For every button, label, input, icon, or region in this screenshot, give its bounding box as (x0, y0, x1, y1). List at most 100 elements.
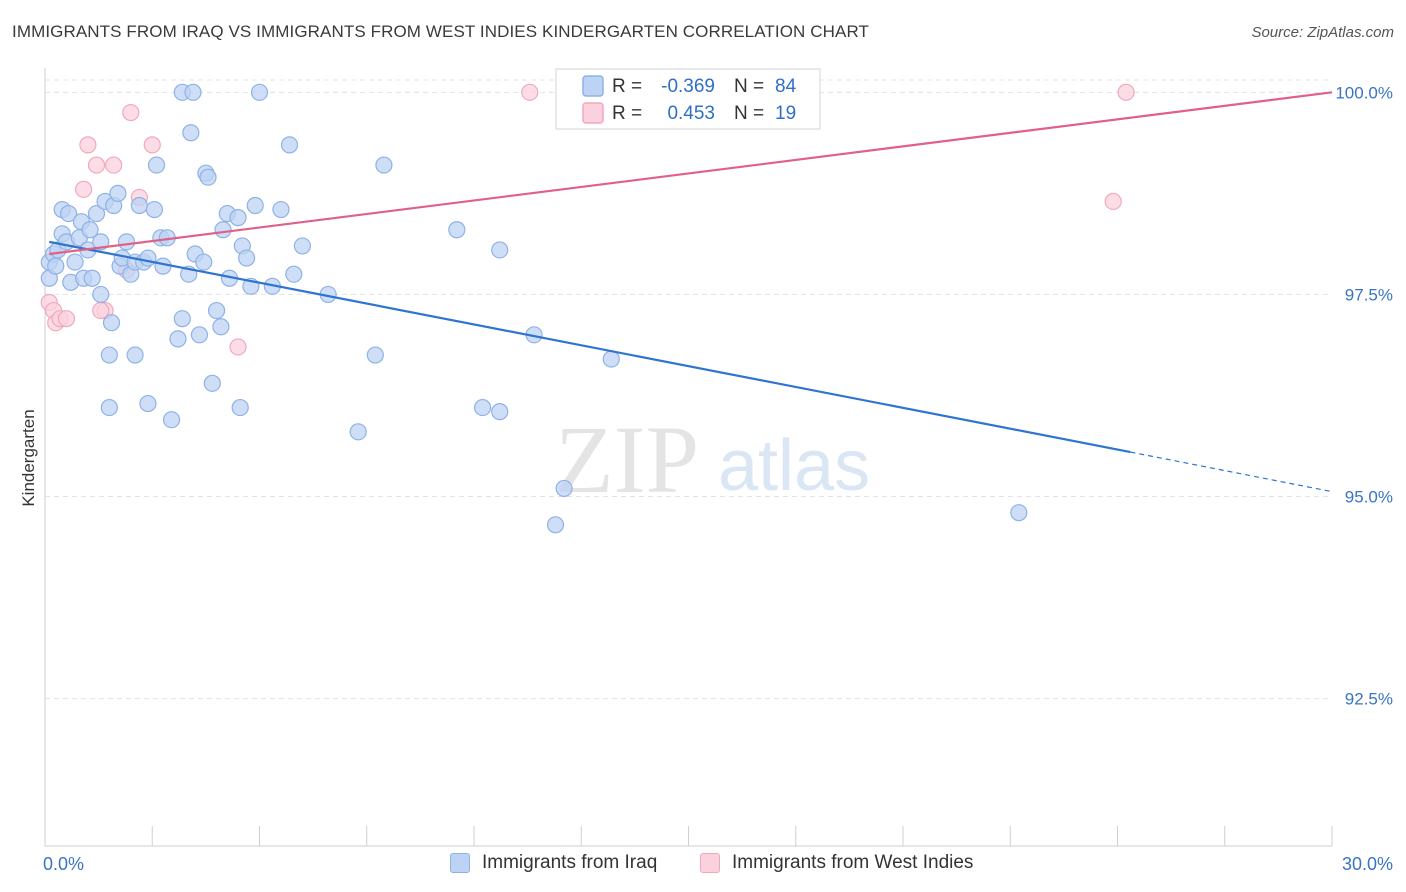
iraq-point (126, 346, 144, 364)
source-label: Source: ZipAtlas.com (1251, 24, 1394, 41)
x-tick-label: 0.0% (43, 854, 84, 874)
iraq-point (1010, 504, 1028, 522)
west-indies-point (1104, 192, 1122, 211)
iraq-point (109, 184, 127, 202)
west-indies-point (122, 103, 140, 122)
y-axis-label: Kindergarten (19, 409, 38, 506)
iraq-point (182, 124, 200, 142)
iraq-point (117, 233, 136, 251)
iraq-point (212, 318, 230, 336)
iraq-point (214, 221, 232, 239)
y-tick-label: 97.5% (1345, 285, 1393, 304)
trend-lines (49, 91, 1333, 493)
legend-item-iraq: Immigrants from Iraq (450, 852, 657, 874)
stats-r-label: R = (612, 103, 642, 124)
iraq-point (102, 314, 121, 332)
watermark-atlas: atlas (718, 426, 870, 506)
iraq-point (246, 196, 264, 215)
iraq-point (199, 168, 217, 186)
west-indies-point (87, 156, 106, 174)
stats-n-label: N = (734, 103, 764, 124)
iraq-point (366, 346, 384, 364)
iraq-point (238, 249, 256, 267)
iraq-point (184, 83, 202, 101)
west-indies-point (105, 156, 123, 174)
chart-legend: Immigrants from Iraq Immigrants from Wes… (0, 850, 1406, 880)
stats-swatch-blue (582, 75, 604, 97)
stats-r-label: R = (612, 76, 642, 97)
stats-swatch-pink (582, 102, 604, 124)
iraq-point (169, 330, 187, 348)
west-indies-point (79, 136, 97, 154)
iraq-point (162, 411, 181, 429)
legend-swatch-blue (450, 853, 470, 873)
iraq-point (130, 196, 148, 215)
iraq-point (83, 269, 101, 287)
stats-n-value: 84 (775, 76, 797, 97)
axis-layer (44, 68, 1332, 847)
iraq-point (272, 200, 290, 219)
iraq-point (145, 200, 163, 219)
iraq-point (139, 249, 157, 267)
stats-r-value: -0.369 (661, 76, 715, 97)
iraq-point (66, 253, 84, 271)
iraq-point (349, 423, 367, 441)
iraq-point (92, 285, 110, 304)
legend-label-iraq: Immigrants from Iraq (482, 852, 658, 873)
watermark-zip: ZIP (555, 406, 699, 513)
iraq-point (100, 398, 118, 417)
iraq-point (546, 516, 565, 534)
y-tick-label: 100.0% (1335, 83, 1393, 102)
stats-legend: R = -0.369 N = 84 R = 0.453 N = 19 (555, 68, 821, 130)
iraq-point (602, 350, 620, 368)
tick-labels: 100.0% 97.5% 95.0% 92.5% 0.0% 30.0% (43, 83, 1393, 874)
y-tick-label: 92.5% (1345, 690, 1393, 709)
iraq-point (280, 136, 299, 154)
iraq-point (100, 346, 118, 364)
legend-swatch-pink (700, 853, 720, 873)
west-indies-point (1117, 83, 1135, 101)
iraq-point (92, 233, 110, 251)
west-indies-point (143, 136, 161, 154)
iraq-point (190, 326, 209, 344)
iraq-point (147, 156, 166, 174)
iraq-point (229, 209, 247, 227)
iraq-point (491, 241, 509, 259)
iraq-point (285, 265, 303, 283)
iraq-point (81, 221, 99, 239)
iraq-trend-line (49, 240, 1131, 454)
west-indies-point (229, 338, 247, 356)
iraq-point (231, 398, 249, 417)
legend-label-west-indies: Immigrants from West Indies (732, 852, 974, 873)
iraq-point (59, 204, 78, 223)
x-tick-label: 30.0% (1342, 854, 1393, 874)
west-indies-point (75, 180, 93, 198)
iraq-point (173, 310, 191, 328)
iraq-point (87, 204, 106, 223)
iraq-point (293, 237, 311, 255)
iraq-point (473, 398, 492, 417)
west-indies-point (57, 310, 76, 328)
iraq-point (491, 403, 509, 421)
iraq-point (448, 221, 466, 239)
iraq-points (40, 83, 1028, 534)
stats-r-value: 0.453 (667, 103, 715, 124)
west-indies-trend-line (49, 91, 1333, 256)
iraq-point (203, 374, 221, 392)
west-indies-point (521, 83, 539, 101)
iraq-point (250, 83, 269, 101)
stats-n-label: N = (734, 76, 764, 97)
chart-title: IMMIGRANTS FROM IRAQ VS IMMIGRANTS FROM … (12, 22, 869, 41)
y-tick-label: 95.0% (1345, 488, 1393, 507)
iraq-trend-extension (1130, 451, 1333, 493)
iraq-point (375, 156, 393, 174)
iraq-point (195, 253, 213, 271)
watermark: ZIP atlas (555, 406, 870, 513)
iraq-point (47, 257, 65, 275)
iraq-point (208, 301, 226, 320)
stats-n-value: 19 (775, 103, 796, 124)
iraq-point (555, 479, 573, 498)
legend-item-west-indies: Immigrants from West Indies (700, 852, 973, 874)
iraq-point (139, 394, 157, 413)
